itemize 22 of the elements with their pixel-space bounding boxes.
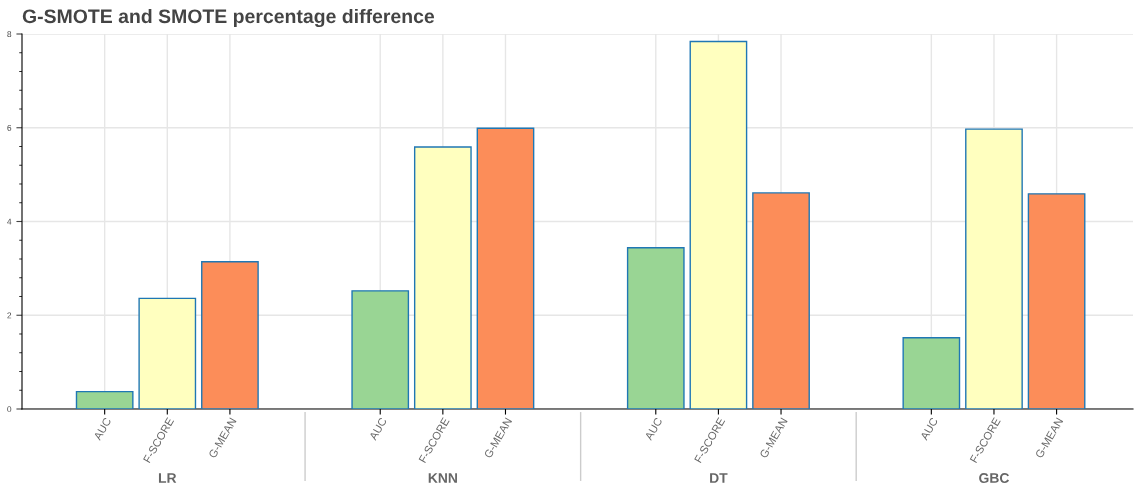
bar xyxy=(138,297,197,409)
bar xyxy=(413,146,472,409)
x-tick-label: LR xyxy=(158,473,177,483)
bar xyxy=(351,290,410,409)
bar xyxy=(201,261,259,409)
bar xyxy=(75,390,134,409)
bar xyxy=(476,127,535,409)
x-tick-label: GBC xyxy=(979,473,1010,483)
bar xyxy=(965,128,1023,409)
y-tick-label: 2 xyxy=(7,312,12,319)
y-tick-label: 6 xyxy=(7,124,12,131)
x-tick-label: DT xyxy=(710,473,728,483)
y-tick-label: 0 xyxy=(7,406,12,413)
bar xyxy=(752,192,810,409)
bar xyxy=(1027,193,1086,409)
y-tick-label: 4 xyxy=(7,218,12,225)
x-tick-label: KNN xyxy=(428,473,457,483)
bar xyxy=(902,337,961,409)
chart-title: G-SMOTE and SMOTE percentage difference xyxy=(22,8,435,28)
bar xyxy=(626,247,685,409)
bar xyxy=(689,40,748,409)
y-tick-label: 8 xyxy=(7,31,12,38)
